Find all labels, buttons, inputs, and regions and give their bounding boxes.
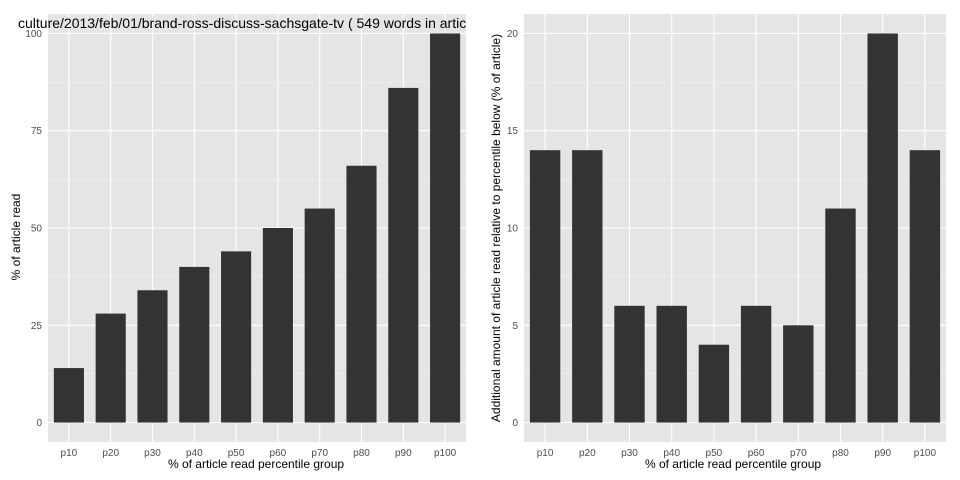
- bar-p40: [179, 266, 210, 423]
- x-tick-label: p80: [353, 448, 370, 459]
- bar-p50: [698, 344, 730, 423]
- x-tick-label: p100: [434, 448, 457, 459]
- x-tick-label: p20: [102, 448, 119, 459]
- bar-p30: [137, 290, 168, 423]
- bar-p90: [388, 87, 419, 423]
- x-tick-label: p10: [537, 448, 554, 459]
- bar-p90: [867, 33, 898, 423]
- bar-p30: [614, 305, 645, 423]
- bar-p60: [740, 305, 772, 423]
- bar-p10: [53, 368, 84, 423]
- x-tick-label: p100: [914, 448, 937, 459]
- bar-p60: [262, 228, 293, 423]
- y-tick-label: 10: [507, 224, 519, 235]
- bar-p100: [430, 33, 461, 423]
- y-tick-label: 15: [507, 126, 519, 137]
- bar-p40: [656, 305, 687, 423]
- bar-p20: [95, 313, 126, 423]
- bar-p10: [529, 150, 561, 423]
- y-tick-label: 0: [512, 418, 518, 429]
- x-tick-label: p50: [228, 448, 245, 459]
- bar-p70: [783, 325, 814, 423]
- x-tick-label: p30: [621, 448, 638, 459]
- x-tick-label: p70: [311, 448, 328, 459]
- y-tick-label: 5: [512, 321, 518, 332]
- bar-p100: [909, 150, 941, 423]
- chart-left: culture/2013/feb/01/brand-ross-discuss-s…: [9, 14, 466, 471]
- x-tick-label: p70: [790, 448, 807, 459]
- x-tick-label: p90: [874, 448, 891, 459]
- x-tick-label: p10: [61, 448, 78, 459]
- y-tick-label: 25: [31, 321, 43, 332]
- x-tick-label: p40: [186, 448, 203, 459]
- x-axis-title: % of article read percentile group: [645, 457, 821, 471]
- y-tick-label: 75: [31, 126, 43, 137]
- y-axis-title: % of article read: [9, 194, 23, 281]
- x-tick-label: p60: [748, 448, 765, 459]
- x-tick-label: p30: [144, 448, 161, 459]
- y-tick-label: 0: [36, 418, 42, 429]
- x-tick-label: p90: [395, 448, 412, 459]
- y-tick-label: 100: [25, 29, 42, 40]
- chart-title: culture/2013/feb/01/brand-ross-discuss-s…: [18, 15, 466, 31]
- x-tick-label: p80: [832, 448, 849, 459]
- bar-p70: [304, 208, 335, 423]
- bar-p80: [346, 165, 377, 423]
- bar-p20: [572, 150, 603, 423]
- y-axis-title: Additional amount of article read relati…: [489, 34, 503, 422]
- x-tick-label: p40: [663, 448, 680, 459]
- x-tick-label: p60: [270, 448, 287, 459]
- y-tick-label: 20: [507, 29, 519, 40]
- x-tick-label: p20: [579, 448, 596, 459]
- x-axis-title: % of article read percentile group: [168, 457, 344, 471]
- y-tick-label: 50: [31, 224, 43, 235]
- x-tick-label: p50: [706, 448, 723, 459]
- chart-right: % of article read percentile group Addit…: [489, 14, 946, 471]
- bar-p80: [825, 208, 856, 423]
- bar-p50: [221, 251, 252, 423]
